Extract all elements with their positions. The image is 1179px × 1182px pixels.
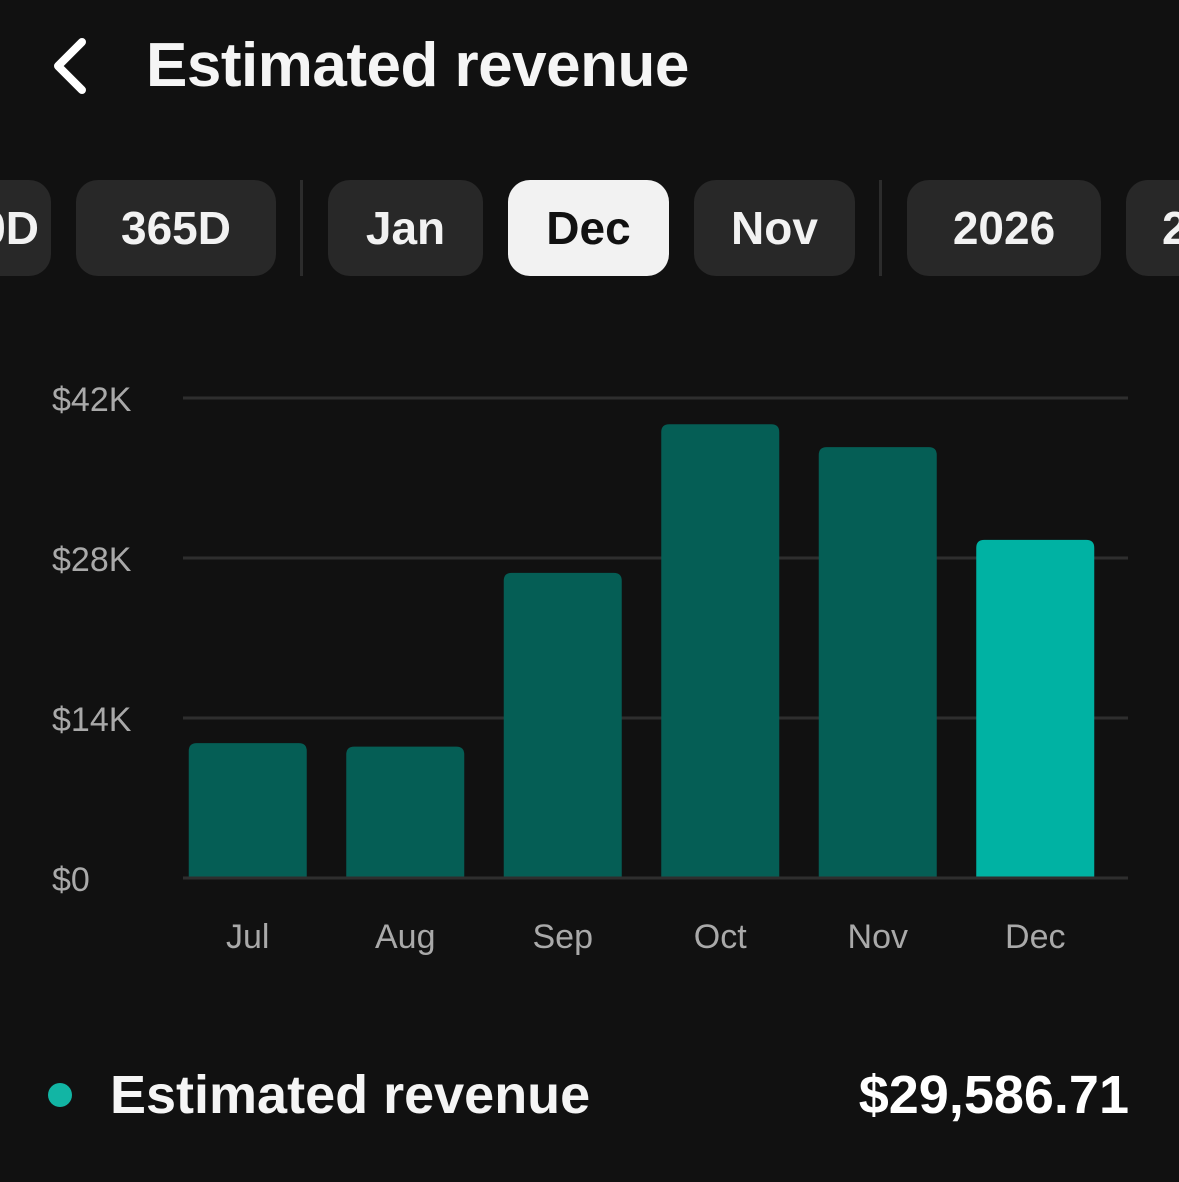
legend-value: $29,586.71: [858, 1065, 1129, 1125]
legend-label: Estimated revenue: [110, 1065, 591, 1125]
y-tick-label: $28K: [52, 541, 132, 579]
y-tick-label: $14K: [52, 701, 132, 739]
header: Estimated revenue: [0, 0, 1179, 130]
filter-divider: [300, 180, 303, 276]
x-tick-label: Aug: [375, 918, 436, 956]
period-filter-bar: 30D 365D Jan Dec Nov 2026 2025: [0, 180, 1179, 276]
revenue-bar-chart: $0 $14K $28K $42K Jul Aug Sep Oct Nov Dec: [0, 360, 1179, 980]
bar-sep: [503, 572, 622, 878]
page-title: Estimated revenue: [146, 31, 689, 100]
chip-dec[interactable]: Dec: [508, 180, 669, 276]
x-tick-label: Dec: [1005, 918, 1065, 956]
chart-canvas: $0 $14K $28K $42K Jul Aug Sep Oct Nov Dec: [52, 381, 1128, 956]
chip-jan[interactable]: Jan: [328, 180, 483, 276]
chip-nov[interactable]: Nov: [694, 180, 855, 276]
legend: Estimated revenue $29,586.71: [0, 1050, 1179, 1150]
y-tick-label: $0: [52, 861, 90, 899]
bar-dec: [976, 539, 1095, 878]
x-tick-label: Jul: [226, 918, 269, 956]
back-button[interactable]: [40, 30, 100, 102]
chip-2025[interactable]: 2025: [1126, 180, 1179, 276]
chip-30d[interactable]: 30D: [0, 180, 51, 276]
x-tick-label: Oct: [694, 918, 747, 956]
bar-oct: [661, 424, 780, 878]
legend-dot: [48, 1083, 72, 1107]
y-tick-label: $42K: [52, 381, 132, 419]
bar-aug: [346, 746, 465, 878]
chevron-left-icon: [54, 38, 86, 94]
chip-2026[interactable]: 2026: [907, 180, 1101, 276]
x-tick-label: Sep: [533, 918, 594, 956]
bar-jul: [188, 743, 307, 878]
x-tick-label: Nov: [848, 918, 908, 956]
chip-365d[interactable]: 365D: [76, 180, 276, 276]
filter-divider: [879, 180, 882, 276]
bar-nov: [818, 447, 937, 878]
